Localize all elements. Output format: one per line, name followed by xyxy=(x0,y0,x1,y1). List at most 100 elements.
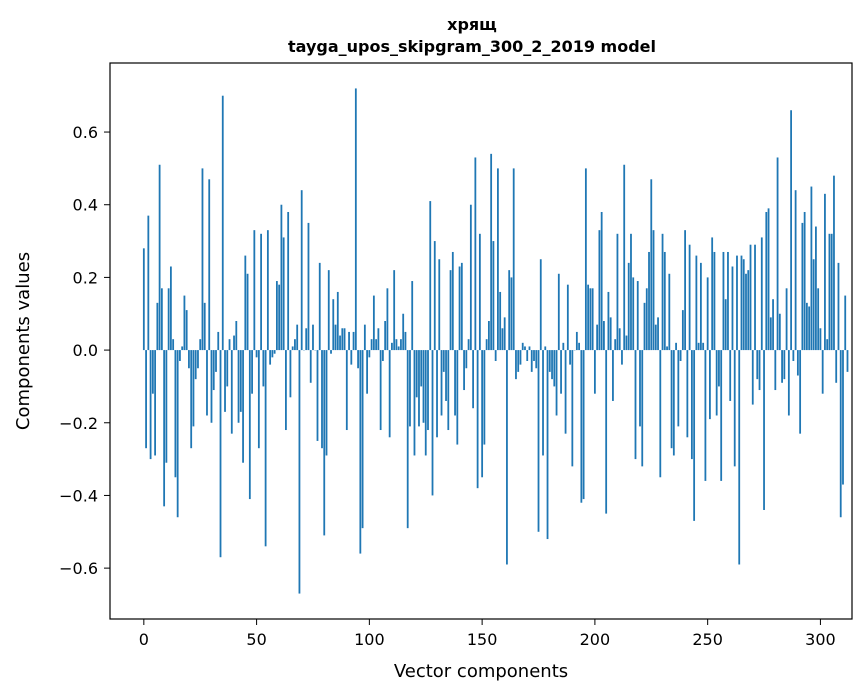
bar-95 xyxy=(357,350,359,369)
bar-253 xyxy=(713,251,716,351)
bar-170 xyxy=(526,350,529,361)
bar-153 xyxy=(487,321,490,351)
bar-132 xyxy=(440,350,443,416)
bar-291 xyxy=(799,350,802,434)
bar-142 xyxy=(463,350,465,391)
bar-222 xyxy=(643,302,646,351)
bar-48 xyxy=(251,350,253,394)
bar-8 xyxy=(160,288,163,351)
bar-154 xyxy=(490,153,493,351)
bar-143 xyxy=(465,350,468,369)
bar-15 xyxy=(176,350,179,518)
bar-18 xyxy=(183,295,186,351)
bar-25 xyxy=(199,339,202,351)
bar-144 xyxy=(467,339,470,351)
bar-250 xyxy=(706,277,709,351)
bar-192 xyxy=(575,331,578,351)
bar-161 xyxy=(506,350,508,565)
bar-26 xyxy=(201,168,204,351)
bar-23 xyxy=(194,350,197,380)
bar-256 xyxy=(720,350,723,481)
bar-176 xyxy=(539,259,542,351)
bar-199 xyxy=(591,288,594,351)
bar-24 xyxy=(197,350,199,369)
bar-287 xyxy=(790,110,792,351)
bar-306 xyxy=(833,175,835,351)
bar-166 xyxy=(517,350,520,372)
bar-300 xyxy=(819,328,822,351)
bar-234 xyxy=(670,350,673,449)
bar-40 xyxy=(233,335,235,351)
chart-title: хрящ xyxy=(447,15,497,34)
bar-307 xyxy=(835,350,838,383)
bar-235 xyxy=(672,350,675,456)
bar-89 xyxy=(343,328,346,351)
bar-30 xyxy=(210,350,213,423)
bar-240 xyxy=(684,230,686,351)
bar-309 xyxy=(839,350,842,518)
bar-190 xyxy=(571,350,574,467)
bar-200 xyxy=(593,350,596,394)
bar-304 xyxy=(828,233,831,351)
bar-136 xyxy=(449,270,452,351)
bar-264 xyxy=(738,350,741,565)
axis-ticks: 0 50 100 150 200 250 300 −0.6 −0.4 −0.2 0.0 0.2 0.4 0… xyxy=(59,123,836,649)
bar-133 xyxy=(442,350,445,372)
bar-84 xyxy=(332,299,335,351)
bar-124 xyxy=(422,350,425,423)
bar-279 xyxy=(772,299,774,351)
bar-87 xyxy=(339,335,341,351)
bar-147 xyxy=(474,157,477,351)
bar-246 xyxy=(697,342,700,351)
bar-272 xyxy=(756,350,759,380)
bar-120 xyxy=(413,350,416,456)
bar-212 xyxy=(621,350,623,365)
bar-187 xyxy=(564,350,567,434)
bar-167 xyxy=(519,350,522,365)
bar-213 xyxy=(623,164,626,351)
bar-110 xyxy=(391,342,393,351)
y-tick-label: 0.2 xyxy=(73,268,98,287)
bar-202 xyxy=(598,230,601,351)
bar-96 xyxy=(359,350,362,554)
bar-163 xyxy=(510,277,513,351)
bar-141 xyxy=(460,262,463,351)
bar-254 xyxy=(715,350,718,416)
bar-105 xyxy=(379,350,382,431)
bar-294 xyxy=(805,302,808,351)
bar-158 xyxy=(499,291,502,351)
bar-54 xyxy=(264,350,267,547)
bar-131 xyxy=(438,259,441,351)
y-tick-label: 0.4 xyxy=(73,196,98,215)
bar-27 xyxy=(203,302,206,351)
bar-299 xyxy=(817,288,820,351)
bar-249 xyxy=(704,350,707,481)
bar-296 xyxy=(810,186,813,351)
bar-156 xyxy=(494,350,497,361)
bar-186 xyxy=(562,342,565,351)
bar-1 xyxy=(145,350,147,449)
bar-180 xyxy=(548,350,551,372)
bar-297 xyxy=(812,259,815,351)
bar-245 xyxy=(695,255,698,351)
bar-205 xyxy=(605,350,608,514)
bar-60 xyxy=(278,284,281,351)
bar-271 xyxy=(754,244,756,351)
bar-115 xyxy=(402,313,405,351)
bar-36 xyxy=(224,350,226,412)
bar-308 xyxy=(837,262,840,351)
bar-225 xyxy=(650,179,653,351)
bar-121 xyxy=(415,350,418,398)
bar-5 xyxy=(154,350,156,456)
bar-72 xyxy=(305,328,308,351)
bar-45 xyxy=(244,255,247,351)
bar-29 xyxy=(208,179,211,351)
bar-280 xyxy=(774,350,777,391)
bar-22 xyxy=(192,350,195,427)
bar-185 xyxy=(560,350,562,394)
bar-88 xyxy=(341,328,344,351)
bar-175 xyxy=(537,350,540,532)
bar-111 xyxy=(393,270,396,351)
bar-302 xyxy=(824,193,826,351)
bar-85 xyxy=(334,324,337,351)
